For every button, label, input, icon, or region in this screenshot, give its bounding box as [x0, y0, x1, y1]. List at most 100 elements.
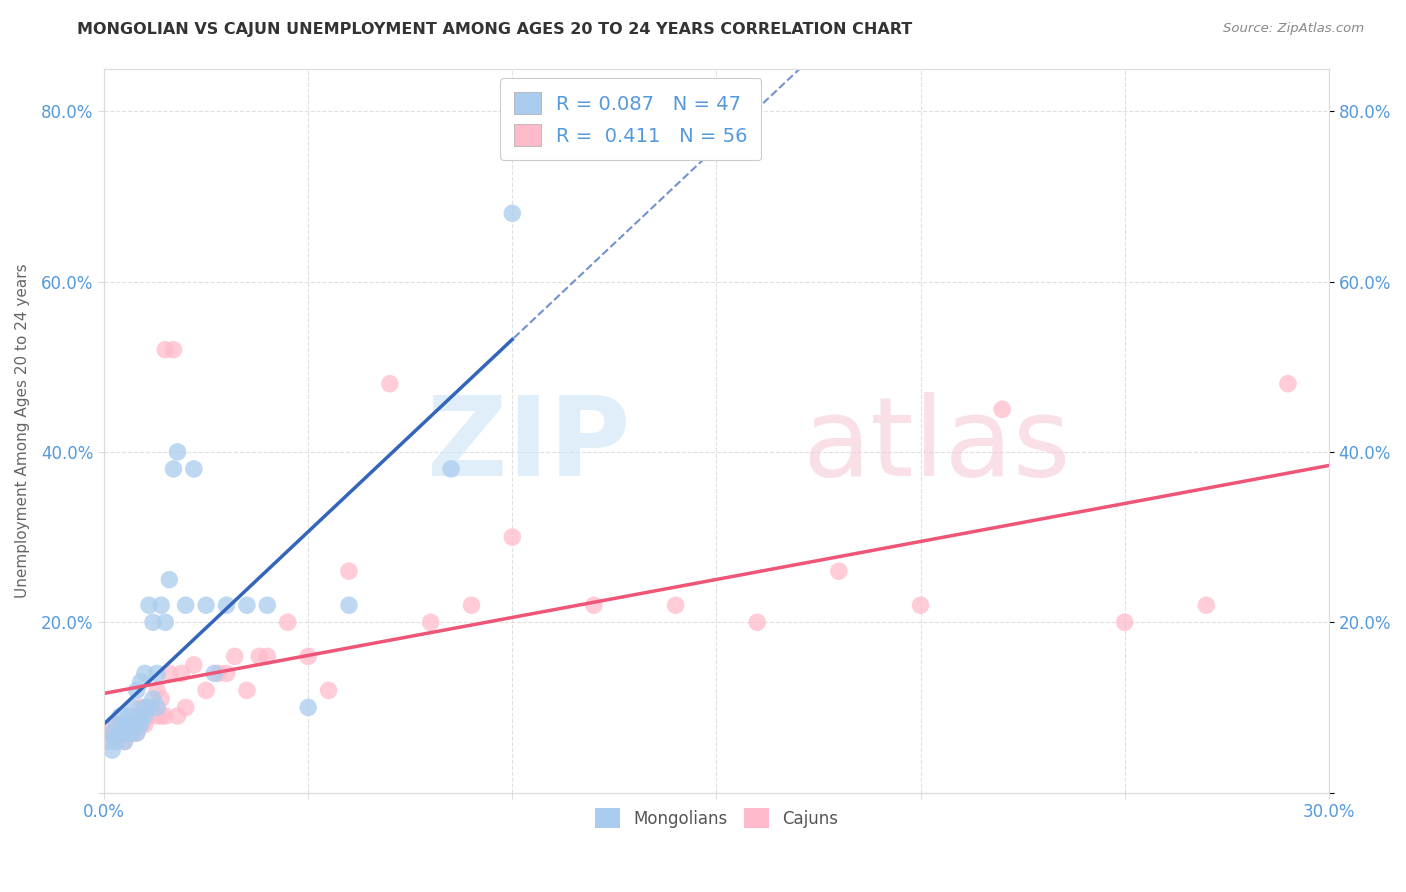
Point: [1195, 599, 1218, 613]
Point: [121, 726, 143, 740]
Point: [146, 683, 169, 698]
Point: [207, 666, 229, 681]
Point: [134, 666, 156, 681]
Point: [1277, 376, 1299, 391]
Point: [117, 726, 139, 740]
Legend: Mongolians, Cajuns: Mongolians, Cajuns: [588, 801, 845, 835]
Point: [166, 709, 188, 723]
Point: [138, 700, 160, 714]
Point: [97, 734, 120, 748]
Point: [155, 709, 177, 723]
Point: [215, 599, 238, 613]
Point: [110, 726, 132, 740]
Point: [125, 717, 148, 731]
Point: [110, 717, 132, 731]
Point: [114, 726, 136, 740]
Point: [224, 649, 246, 664]
Point: [195, 683, 218, 698]
Point: [166, 445, 188, 459]
Point: [114, 734, 136, 748]
Point: [110, 726, 132, 740]
Point: [337, 564, 360, 578]
Point: [129, 709, 152, 723]
Point: [162, 343, 184, 357]
Point: [910, 599, 932, 613]
Point: [125, 683, 148, 698]
Point: [142, 615, 165, 630]
Point: [125, 726, 148, 740]
Point: [215, 666, 238, 681]
Point: [419, 615, 441, 630]
Point: [440, 462, 463, 476]
Text: MONGOLIAN VS CAJUN UNEMPLOYMENT AMONG AGES 20 TO 24 YEARS CORRELATION CHART: MONGOLIAN VS CAJUN UNEMPLOYMENT AMONG AG…: [77, 22, 912, 37]
Point: [134, 717, 156, 731]
Point: [125, 709, 148, 723]
Point: [157, 666, 180, 681]
Point: [105, 734, 128, 748]
Point: [134, 700, 156, 714]
Point: [114, 717, 136, 731]
Text: Source: ZipAtlas.com: Source: ZipAtlas.com: [1223, 22, 1364, 36]
Point: [460, 599, 482, 613]
Point: [256, 599, 278, 613]
Point: [101, 726, 124, 740]
Point: [121, 700, 143, 714]
Point: [828, 564, 851, 578]
Point: [664, 599, 686, 613]
Point: [129, 717, 152, 731]
Point: [138, 599, 160, 613]
Text: atlas: atlas: [803, 392, 1070, 499]
Point: [256, 649, 278, 664]
Point: [105, 734, 128, 748]
Point: [117, 709, 139, 723]
Point: [155, 615, 177, 630]
Point: [183, 657, 205, 672]
Point: [142, 700, 165, 714]
Point: [582, 599, 605, 613]
Point: [170, 666, 193, 681]
Point: [318, 683, 340, 698]
Point: [101, 726, 124, 740]
Point: [247, 649, 270, 664]
Point: [125, 726, 148, 740]
Point: [117, 726, 139, 740]
Point: [138, 709, 160, 723]
Point: [501, 530, 523, 544]
Point: [101, 743, 124, 757]
Point: [146, 666, 169, 681]
Point: [117, 717, 139, 731]
Point: [378, 376, 401, 391]
Point: [236, 599, 259, 613]
Point: [105, 717, 128, 731]
Point: [747, 615, 769, 630]
Point: [174, 599, 197, 613]
Point: [162, 462, 184, 476]
Point: [121, 717, 143, 731]
Point: [134, 709, 156, 723]
Point: [97, 726, 120, 740]
Point: [105, 717, 128, 731]
Point: [297, 649, 319, 664]
Point: [991, 402, 1014, 417]
Point: [155, 343, 177, 357]
Point: [150, 599, 173, 613]
Point: [114, 726, 136, 740]
Point: [134, 700, 156, 714]
Point: [121, 726, 143, 740]
Point: [150, 692, 173, 706]
Point: [157, 573, 180, 587]
Point: [277, 615, 299, 630]
Point: [117, 717, 139, 731]
Point: [146, 709, 169, 723]
Point: [146, 700, 169, 714]
Point: [195, 599, 218, 613]
Point: [129, 700, 152, 714]
Point: [110, 709, 132, 723]
Point: [337, 599, 360, 613]
Point: [297, 700, 319, 714]
Y-axis label: Unemployment Among Ages 20 to 24 years: Unemployment Among Ages 20 to 24 years: [15, 263, 30, 598]
Point: [150, 709, 173, 723]
Point: [129, 717, 152, 731]
Point: [121, 717, 143, 731]
Point: [114, 734, 136, 748]
